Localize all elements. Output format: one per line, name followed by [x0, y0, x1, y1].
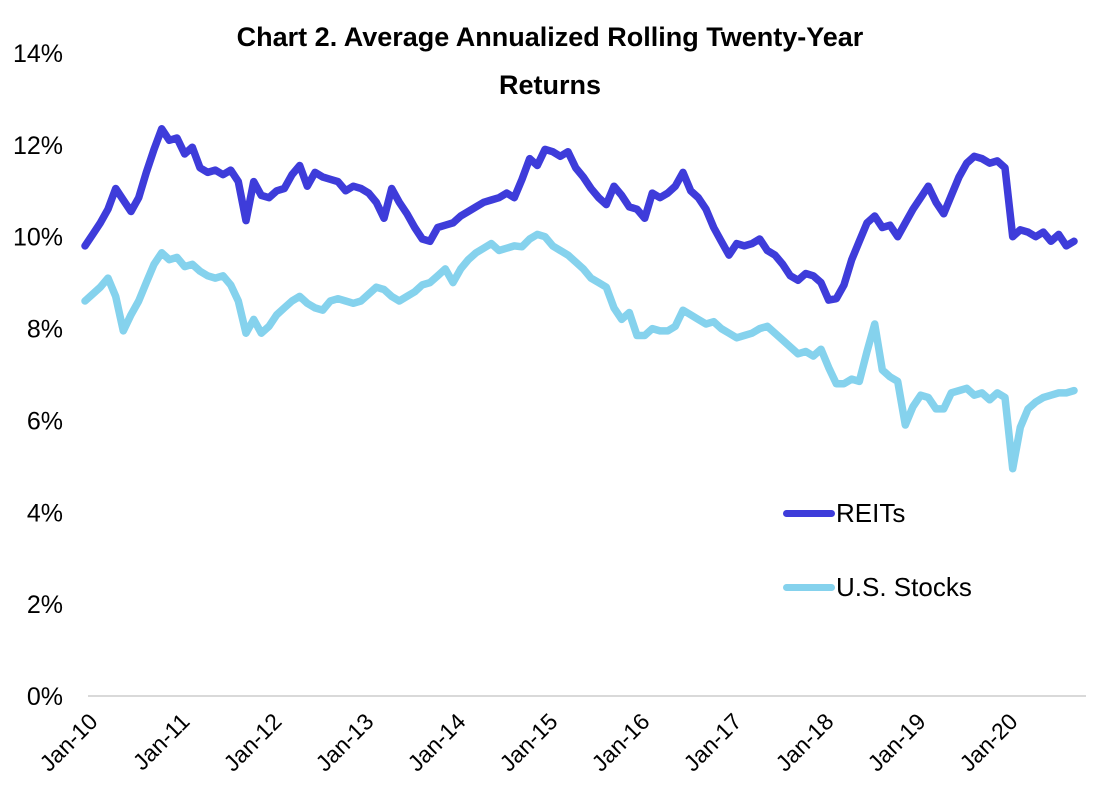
x-axis-tick-label: Jan-20 — [954, 708, 1022, 776]
series-line-reits — [81, 125, 1078, 304]
y-axis-tick-label: 14% — [13, 40, 63, 68]
y-axis-tick-label: 12% — [13, 132, 63, 160]
x-axis-tick-label: Jan-18 — [770, 708, 838, 776]
x-axis-tick-label: Jan-17 — [678, 708, 746, 776]
chart-title: Chart 2. Average Annualized Rolling Twen… — [0, 13, 1100, 109]
chart-title-line1: Chart 2. Average Annualized Rolling Twen… — [236, 22, 864, 52]
chart-title-line2: Returns — [498, 70, 601, 100]
x-axis-tick-label: Jan-15 — [494, 708, 562, 776]
us-stocks-legend-label: U.S. Stocks — [836, 571, 972, 602]
y-axis-tick-label: 8% — [27, 316, 63, 344]
reits-legend-swatch — [783, 509, 835, 517]
reits-legend-label: REITs — [836, 497, 906, 528]
series-line-u-s-stocks — [81, 230, 1078, 473]
y-axis-tick-label: 0% — [27, 683, 63, 711]
x-axis-tick-label: Jan-11 — [128, 708, 195, 775]
us-stocks-legend-swatch — [783, 583, 835, 591]
y-axis-tick-label: 2% — [27, 591, 63, 619]
legend-item-reits: REITs — [783, 497, 906, 528]
x-axis-tick-label: Jan-13 — [310, 708, 378, 776]
x-axis-tick-label: Jan-16 — [586, 708, 654, 776]
legend-item-us-stocks: U.S. Stocks — [783, 571, 972, 602]
x-axis-tick-label: Jan-14 — [402, 708, 470, 776]
x-axis-tick-label: Jan-19 — [862, 708, 930, 776]
y-axis-tick-label: 4% — [27, 499, 63, 527]
x-axis-tick-label: Jan-12 — [218, 708, 286, 776]
y-axis-tick-label: 10% — [13, 224, 63, 252]
x-axis-tick-label: Jan-10 — [34, 708, 102, 776]
y-axis-tick-label: 6% — [27, 407, 63, 435]
